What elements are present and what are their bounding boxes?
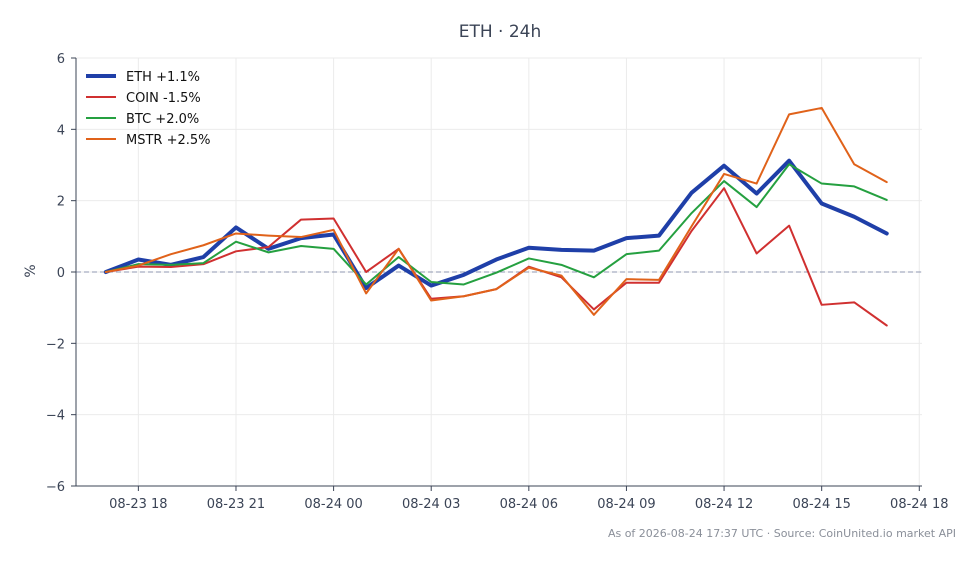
- x-tick-label-3: 08-24 03: [402, 497, 460, 512]
- series-line-0: [103, 158, 889, 291]
- x-tick-label-6: 08-24 12: [695, 497, 753, 512]
- y-tick-label-4: 2: [57, 195, 65, 210]
- x-tick-label-8: 08-24 18: [890, 497, 948, 512]
- series-lines: [103, 106, 889, 327]
- y-tick-label-3: 0: [57, 266, 65, 281]
- legend: ETH +1.1% COIN -1.5% BTC +2.0% MSTR +2.5%: [86, 70, 211, 148]
- x-tick-label-4: 08-24 06: [500, 497, 558, 512]
- x-tick-label-7: 08-24 15: [792, 497, 850, 512]
- legend-label-3: MSTR +2.5%: [126, 133, 211, 148]
- y-tick-label-2: −2: [46, 337, 65, 352]
- source-footer: As of 2026-08-24 17:37 UTC · Source: Coi…: [608, 527, 956, 540]
- series-line-2: [104, 163, 888, 286]
- y-tick-label-5: 4: [57, 123, 65, 138]
- chart-title: ETH · 24h: [459, 22, 542, 42]
- series-line-3: [104, 106, 888, 316]
- y-axis-ticks: −6 −4 −2 0 2 4 6: [46, 52, 76, 495]
- x-tick-label-5: 08-24 09: [597, 497, 655, 512]
- legend-label-0: ETH +1.1%: [126, 70, 200, 85]
- x-tick-label-0: 08-23 18: [109, 497, 167, 512]
- y-tick-label-6: 6: [57, 52, 65, 67]
- y-axis-label: %: [23, 264, 39, 277]
- legend-label-2: BTC +2.0%: [126, 112, 199, 127]
- y-tick-label-1: −4: [46, 409, 65, 424]
- x-axis-ticks: 08-23 18 08-23 21 08-24 00 08-24 03 08-24 06…: [109, 486, 949, 512]
- legend-label-1: COIN -1.5%: [126, 91, 201, 106]
- x-tick-label-2: 08-24 00: [304, 497, 362, 512]
- x-tick-label-1: 08-23 21: [207, 497, 265, 512]
- y-tick-label-0: −6: [46, 480, 65, 495]
